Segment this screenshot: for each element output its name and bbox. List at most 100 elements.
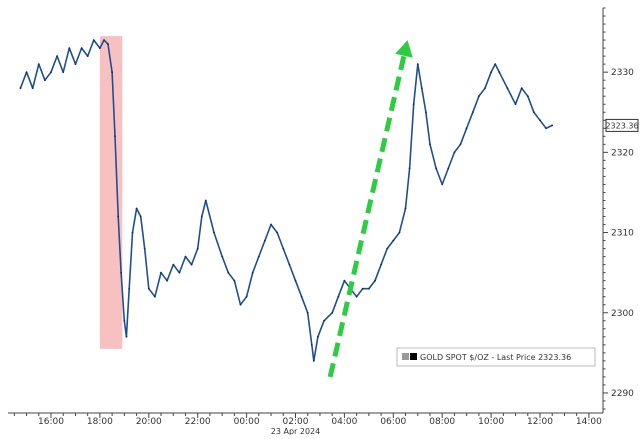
- series-point: [103, 39, 105, 41]
- last-price-label: 2323.36: [605, 121, 638, 130]
- x-tick-label: 12:00: [527, 417, 553, 427]
- series-point: [484, 87, 486, 90]
- series-point: [276, 231, 279, 234]
- series-point: [139, 215, 142, 218]
- series-point: [135, 207, 138, 210]
- x-tick-label: 22:00: [185, 417, 211, 427]
- rally-arrow-head: [395, 40, 413, 58]
- x-tick-label: 20:00: [136, 417, 162, 427]
- series-point: [196, 247, 199, 250]
- series-point: [31, 87, 34, 90]
- series-point: [19, 87, 22, 90]
- series-point: [68, 47, 71, 49]
- series-point: [506, 87, 509, 90]
- series-point: [441, 183, 444, 186]
- series-point: [184, 255, 187, 258]
- series-point: [245, 295, 248, 298]
- series-point: [337, 295, 340, 298]
- series-point: [257, 255, 260, 258]
- series-point: [111, 71, 113, 74]
- x-tick-label: 10:00: [478, 417, 504, 427]
- series-point: [465, 127, 468, 130]
- x-tick-label: 02:00: [283, 417, 309, 427]
- series-point: [367, 287, 370, 290]
- series-point: [323, 319, 325, 322]
- x-tick-label: 18:00: [87, 417, 113, 427]
- series-point: [533, 111, 535, 114]
- series-point: [361, 287, 364, 290]
- series-point: [453, 151, 456, 154]
- series-point: [233, 279, 236, 282]
- series-point: [498, 71, 501, 74]
- last-price-marker: 2323.36: [605, 118, 639, 132]
- series-point: [239, 303, 242, 306]
- series-point: [56, 55, 58, 57]
- rally-arrow-shaft: [327, 55, 407, 378]
- series-point: [310, 343, 313, 346]
- series-point: [80, 47, 83, 49]
- series-point: [317, 335, 319, 338]
- series-point: [459, 143, 462, 146]
- last-price-box: [605, 118, 639, 132]
- drop-highlight: [99, 36, 123, 349]
- series-point: [545, 127, 547, 130]
- series-point: [514, 103, 517, 106]
- series-point: [520, 87, 523, 90]
- series-point: [123, 319, 126, 322]
- series-point: [404, 207, 407, 210]
- x-tick-label: 08:00: [429, 417, 455, 427]
- series-point: [471, 111, 474, 114]
- series-point: [551, 124, 554, 127]
- series-point: [392, 239, 395, 242]
- series-point: [178, 271, 181, 274]
- x-axis: 16:00 18:00 20:00 22:00 00:00 02:00 04:00 06:00…: [8, 412, 603, 436]
- series-point: [86, 55, 89, 57]
- series-layer: [19, 39, 554, 362]
- series-point: [200, 215, 203, 218]
- x-tick-label: 14:00: [576, 417, 602, 427]
- legend-swatch: [410, 353, 417, 360]
- series-point: [128, 287, 131, 290]
- y-tick-label: 2290: [611, 389, 634, 399]
- series-point: [114, 135, 116, 138]
- series-point: [190, 263, 193, 266]
- annotations-back-layer: [99, 36, 123, 349]
- series-point: [447, 167, 450, 170]
- series-point: [416, 63, 419, 65]
- series-point: [429, 143, 431, 146]
- x-tick-label: 06:00: [380, 417, 406, 427]
- series-point: [44, 79, 46, 82]
- series-point: [172, 263, 175, 266]
- x-tick-label: 16:00: [38, 417, 64, 427]
- series-point: [160, 271, 162, 274]
- series-point: [386, 247, 389, 250]
- series-point: [131, 231, 134, 234]
- series-point: [62, 71, 65, 74]
- series-point: [221, 255, 224, 258]
- series-point: [412, 103, 415, 106]
- series-point: [99, 47, 101, 49]
- legend-text: GOLD SPOT $/OZ - Last Price 2323.36: [420, 353, 571, 362]
- series-point: [408, 167, 411, 170]
- series-point: [213, 231, 215, 234]
- series-point: [74, 63, 77, 65]
- series-point: [478, 95, 480, 98]
- x-tick-label: 00:00: [234, 417, 260, 427]
- y-tick-label: 2320: [611, 148, 634, 158]
- series-point: [204, 199, 207, 202]
- series-point: [306, 311, 309, 314]
- series-point: [264, 239, 266, 242]
- legend: GOLD SPOT $/OZ - Last Price 2323.36: [396, 347, 596, 367]
- series-point: [125, 335, 128, 338]
- y-tick-label: 2330: [611, 68, 634, 78]
- series-point: [343, 279, 346, 282]
- series-point: [227, 271, 230, 274]
- series-point: [539, 119, 541, 122]
- series-point: [526, 95, 529, 98]
- series-point: [420, 87, 423, 90]
- x-tick-label: 04:00: [331, 417, 357, 427]
- series-point: [300, 295, 303, 298]
- series-point: [490, 71, 492, 74]
- series-point: [312, 360, 315, 362]
